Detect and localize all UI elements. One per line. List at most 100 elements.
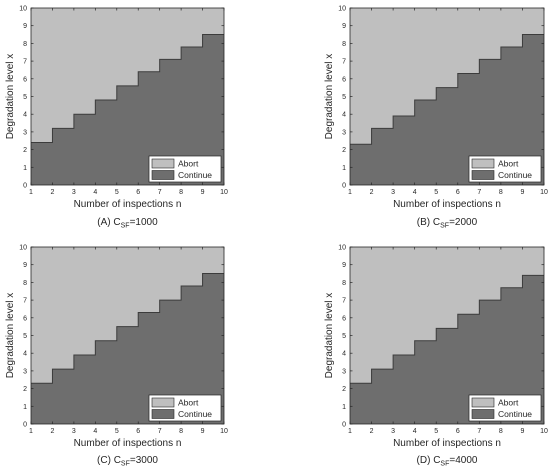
caption-suffix: =4000 <box>449 455 478 466</box>
x-tick-label: 6 <box>456 189 460 196</box>
y-tick-label: 5 <box>23 94 27 101</box>
decision-boundary <box>350 34 544 145</box>
legend-swatch-continue <box>471 170 495 180</box>
panel-caption: (A) CSF=1000 <box>97 217 158 230</box>
y-tick-label: 10 <box>19 245 27 252</box>
x-tick-label: 4 <box>93 189 97 196</box>
x-tick-label: 9 <box>201 189 205 196</box>
x-axis-label: Number of inspections n <box>74 438 182 449</box>
y-tick-label: 3 <box>23 129 27 136</box>
y-tick-label: 9 <box>23 23 27 30</box>
y-axis-label: Degradation level x <box>5 293 16 379</box>
x-tick-label: 3 <box>72 428 76 435</box>
y-tick-label: 7 <box>342 59 346 66</box>
y-tick-label: 6 <box>342 76 346 83</box>
x-tick-label: 7 <box>158 428 162 435</box>
y-tick-label: 3 <box>23 368 27 375</box>
legend-swatch-abort <box>151 397 175 408</box>
x-tick-label: 8 <box>179 428 183 435</box>
x-tick-label: 2 <box>370 189 374 196</box>
x-tick-label: 8 <box>179 189 183 196</box>
y-tick-label: 5 <box>342 94 346 101</box>
y-tick-label: 8 <box>342 41 346 48</box>
caption-subscript: SF <box>440 461 449 468</box>
legend-swatch-abort <box>151 158 175 169</box>
y-tick-label: 2 <box>342 386 346 393</box>
y-tick-label: 5 <box>23 333 27 340</box>
y-tick-label: 1 <box>342 404 346 411</box>
y-tick-label: 9 <box>23 262 27 269</box>
caption-subscript: SF <box>440 223 449 230</box>
y-axis-label: Degradation level x <box>324 54 335 140</box>
x-tick-label: 6 <box>456 428 460 435</box>
x-axis-label: Number of inspections n <box>393 199 501 210</box>
y-tick-label: 6 <box>23 315 27 322</box>
caption-prefix: (D) C <box>417 455 441 466</box>
x-tick-label: 3 <box>391 189 395 196</box>
x-tick-label: 7 <box>477 428 481 435</box>
x-tick-label: 3 <box>391 428 395 435</box>
x-tick-label: 3 <box>72 189 76 196</box>
decision-boundary <box>350 274 544 384</box>
decision-boundary <box>31 273 224 384</box>
y-tick-label: 4 <box>23 351 27 358</box>
x-tick-label: 1 <box>348 428 352 435</box>
y-axis-label: Degradation level x <box>324 293 335 379</box>
x-tick-label: 10 <box>540 428 548 435</box>
caption-prefix: (C) C <box>97 455 121 466</box>
x-tick-label: 9 <box>520 189 524 196</box>
x-tick-label: 1 <box>29 189 33 196</box>
y-tick-label: 0 <box>342 183 346 190</box>
caption-suffix: =3000 <box>130 455 159 466</box>
legend-label-abort: Abort <box>178 398 199 408</box>
x-tick-label: 2 <box>50 189 54 196</box>
x-tick-label: 1 <box>348 189 352 196</box>
legend-swatch-continue <box>151 170 175 180</box>
y-tick-label: 1 <box>342 165 346 172</box>
x-tick-label: 5 <box>434 428 438 435</box>
x-tick-label: 5 <box>115 428 119 435</box>
x-tick-label: 5 <box>115 189 119 196</box>
decision-boundary <box>31 34 224 144</box>
y-tick-label: 1 <box>23 404 27 411</box>
continue-region <box>31 273 224 424</box>
y-tick-label: 10 <box>338 245 346 252</box>
y-tick-label: 7 <box>23 59 27 66</box>
y-tick-label: 3 <box>342 368 346 375</box>
x-tick-label: 2 <box>50 428 54 435</box>
y-tick-label: 5 <box>342 333 346 340</box>
legend-swatch-abort <box>471 158 495 169</box>
legend-label-abort: Abort <box>498 398 519 408</box>
y-tick-label: 4 <box>342 112 346 119</box>
caption-subscript: SF <box>121 223 130 230</box>
legend-label-abort: Abort <box>178 159 199 169</box>
caption-subscript: SF <box>121 461 130 468</box>
x-tick-label: 4 <box>93 428 97 435</box>
panel-caption: (D) CSF=4000 <box>417 455 478 468</box>
x-tick-label: 1 <box>29 428 33 435</box>
y-tick-label: 0 <box>23 422 27 429</box>
y-tick-label: 2 <box>23 147 27 154</box>
x-tick-label: 7 <box>158 189 162 196</box>
x-tick-label: 8 <box>499 189 503 196</box>
x-tick-label: 2 <box>370 428 374 435</box>
y-tick-label: 2 <box>23 386 27 393</box>
continue-region <box>31 34 224 185</box>
panel-caption: (C) CSF=3000 <box>97 455 158 468</box>
x-tick-label: 5 <box>434 189 438 196</box>
caption-prefix: (B) C <box>417 217 440 228</box>
x-axis-label: Number of inspections n <box>393 438 501 449</box>
legend-label-continue: Continue <box>178 170 212 180</box>
x-tick-label: 9 <box>520 428 524 435</box>
legend-label-continue: Continue <box>498 170 532 180</box>
y-tick-label: 10 <box>19 6 27 13</box>
y-tick-label: 1 <box>23 165 27 172</box>
legend-label-continue: Continue <box>178 409 212 419</box>
x-tick-label: 4 <box>413 428 417 435</box>
